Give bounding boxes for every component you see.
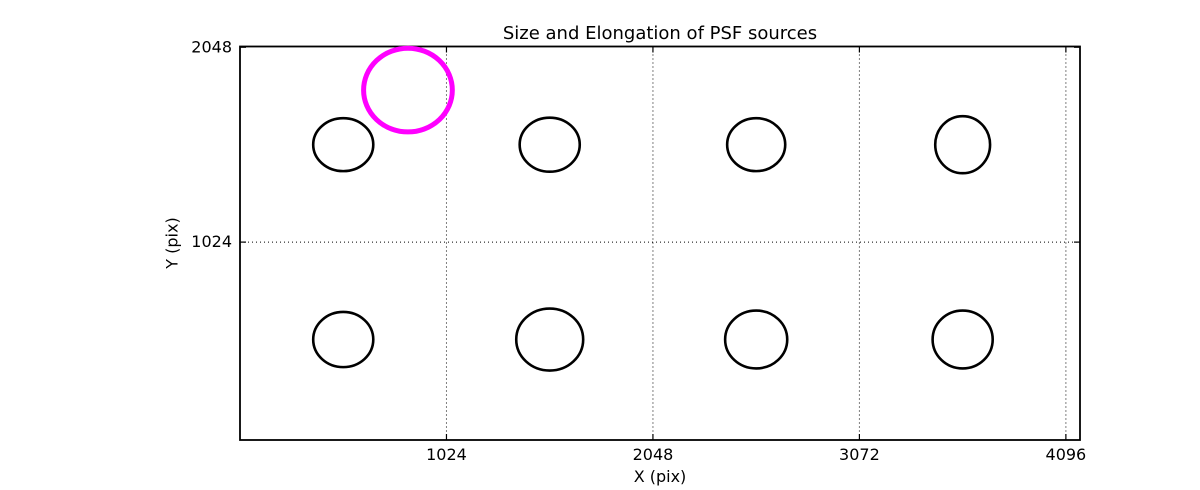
psf-ellipse bbox=[931, 309, 994, 370]
axes-frame bbox=[239, 45, 1081, 441]
x-tick-label: 4096 bbox=[1046, 445, 1087, 464]
x-tick-label: 3072 bbox=[839, 445, 880, 464]
reference-circle bbox=[361, 45, 455, 135]
psf-ellipse bbox=[311, 310, 375, 369]
x-axis-label: X (pix) bbox=[633, 467, 687, 486]
x-tick-label: 1024 bbox=[426, 445, 467, 464]
psf-ellipse bbox=[311, 116, 375, 173]
x-tick-label: 2048 bbox=[633, 445, 674, 464]
psf-ellipse bbox=[933, 114, 992, 175]
psf-ellipse bbox=[514, 307, 585, 372]
psf-ellipse bbox=[518, 116, 582, 174]
psf-ellipse bbox=[725, 116, 787, 173]
y-tick-label: 2048 bbox=[191, 37, 232, 56]
y-tick-label: 1024 bbox=[191, 232, 232, 251]
chart-title: Size and Elongation of PSF sources bbox=[502, 23, 818, 44]
psf-ellipse bbox=[723, 309, 789, 370]
